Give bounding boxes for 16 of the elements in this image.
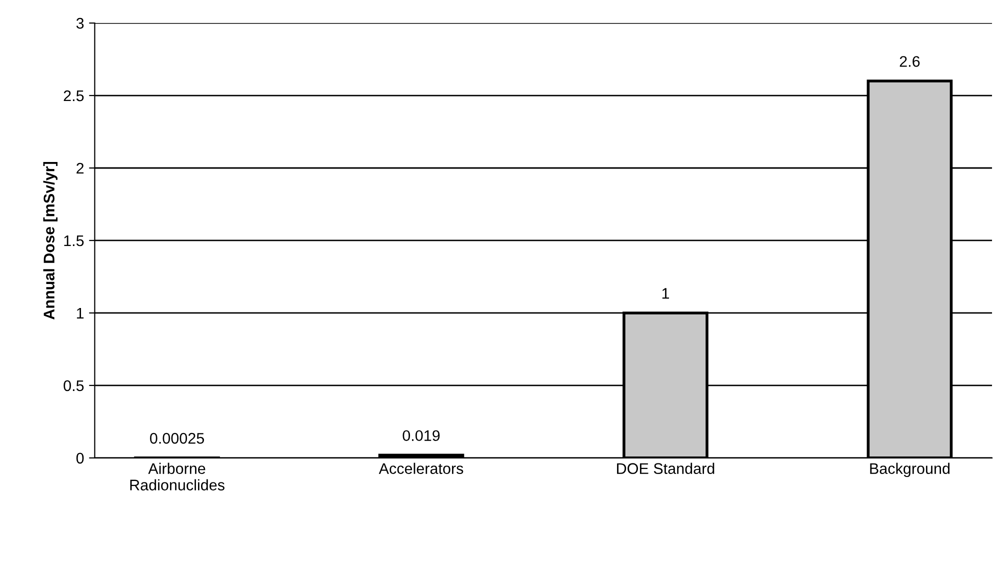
- y-tick-label: 1.5: [64, 236, 84, 246]
- y-tick-label: 1: [76, 308, 84, 318]
- y-tick-label: 2: [76, 162, 84, 174]
- data-label: 2.6: [900, 56, 920, 67]
- data-label: 0.019: [402, 430, 440, 442]
- y-tick-label: 0: [76, 452, 84, 464]
- y-axis-title: Annual Dose [mSv/yr]: [43, 162, 58, 320]
- x-tick-label: Accelerators: [378, 462, 464, 474]
- y-tick-label: 0.5: [64, 380, 84, 392]
- x-tick-label: Background: [870, 462, 950, 478]
- data-label: 0.00025: [150, 432, 204, 444]
- data-label: 1: [662, 288, 669, 299]
- y-tick-label: 2.5: [64, 90, 84, 102]
- x-tick-label: DOE Standard: [617, 462, 714, 474]
- y-tick-label: 3: [76, 18, 84, 29]
- x-tick-label: Airborne Radionuclides: [130, 462, 224, 490]
